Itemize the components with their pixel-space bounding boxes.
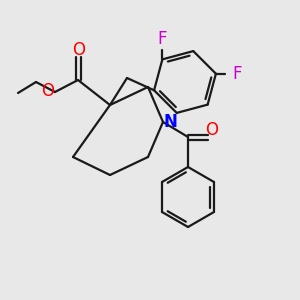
Text: F: F [232, 65, 242, 83]
Text: N: N [163, 113, 177, 131]
Text: F: F [158, 30, 167, 48]
Text: O: O [41, 82, 55, 100]
Text: O: O [73, 41, 85, 59]
Text: O: O [206, 121, 218, 139]
